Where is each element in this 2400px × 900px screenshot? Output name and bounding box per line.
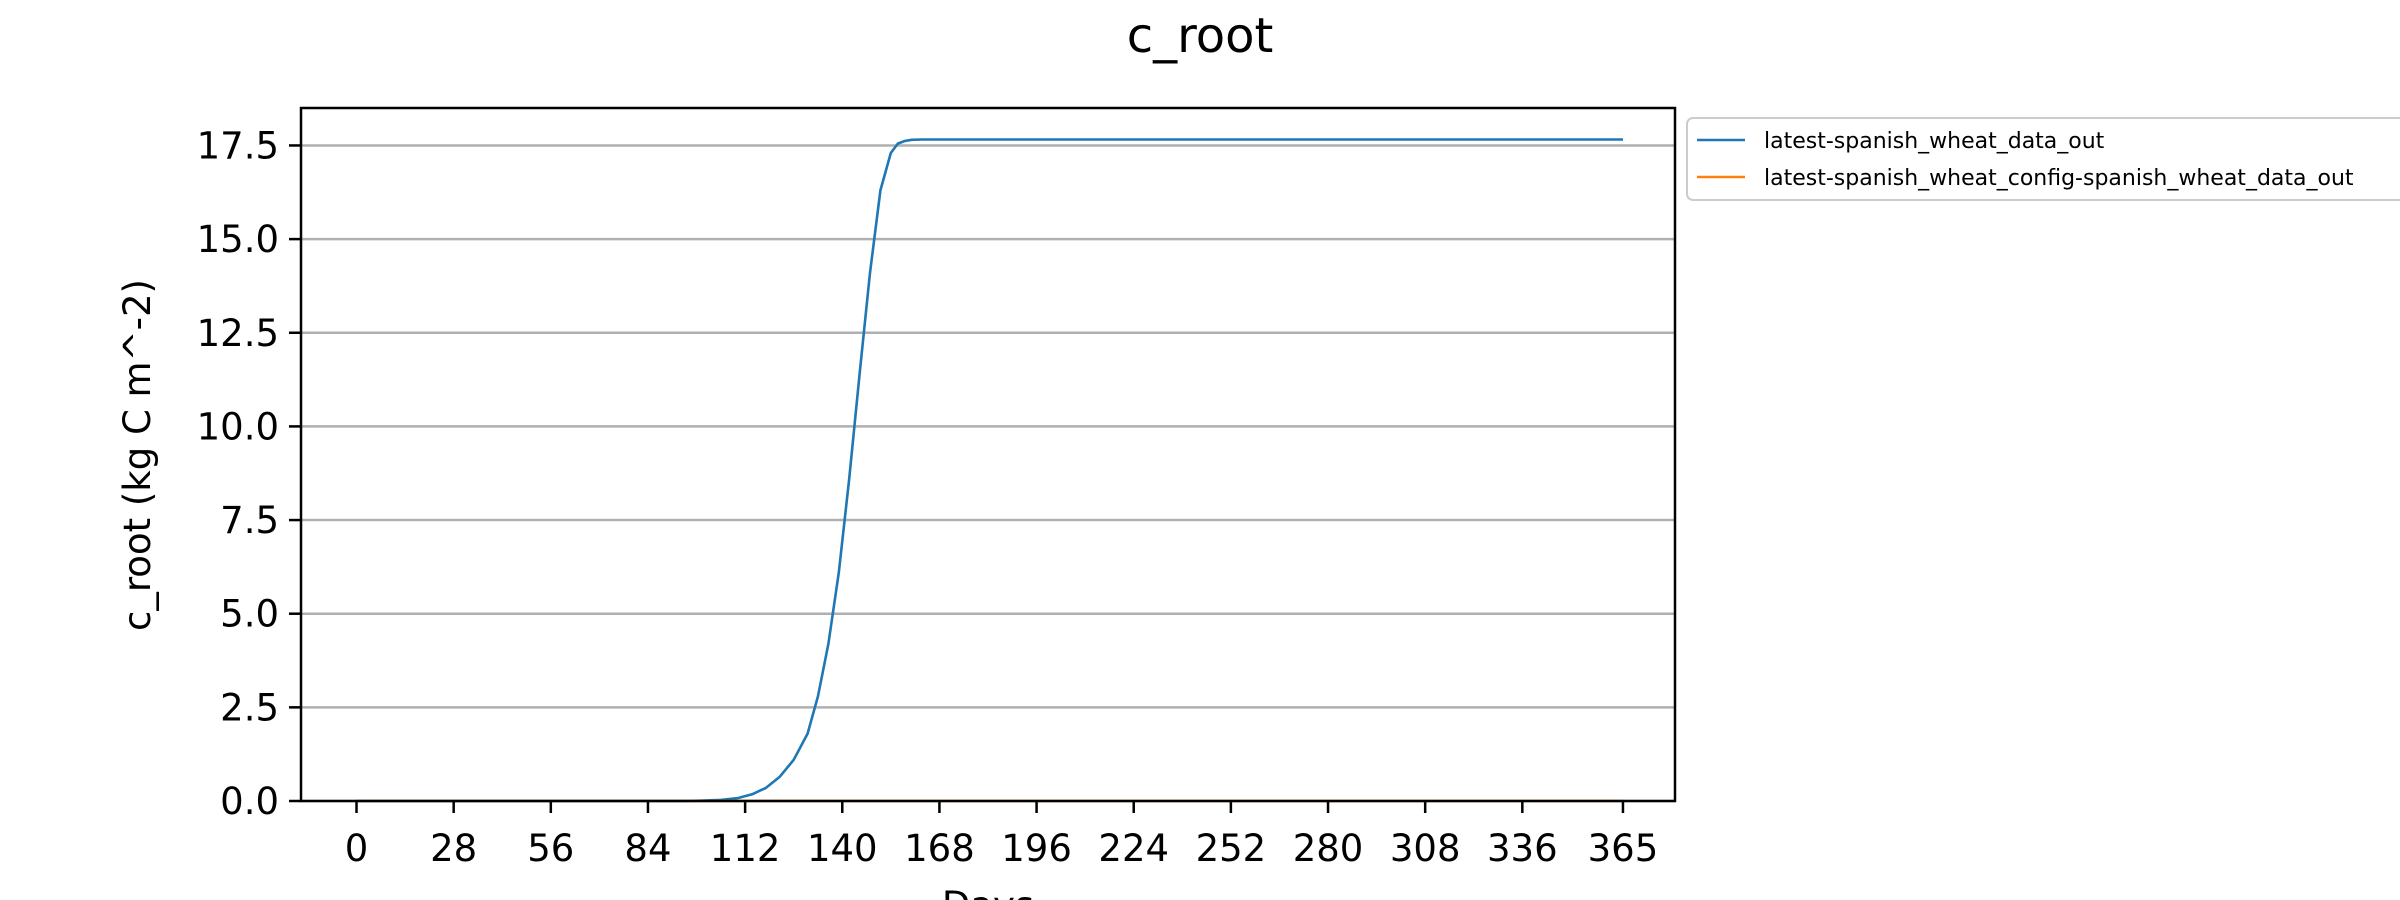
y-tick-label: 17.5 [197,124,279,167]
x-tick-label: 336 [1487,827,1558,870]
x-tick-label: 0 [345,827,369,870]
x-tick-label: 56 [527,827,574,870]
x-tick-label: 112 [710,827,781,870]
x-tick-label: 224 [1098,827,1169,870]
y-tick-label: 5.0 [220,593,279,636]
x-tick-label: 252 [1196,827,1267,870]
x-tick-label: 196 [1001,827,1072,870]
series-line-1 [356,138,1623,803]
x-tick-label: 28 [430,827,477,870]
legend-entry-label: latest-spanish_wheat_config-spanish_whea… [1764,166,2354,191]
x-axis-label: Days [942,884,1034,900]
x-tick-label: 365 [1588,827,1659,870]
y-tick-label: 12.5 [197,312,279,355]
x-tick-label: 168 [904,827,975,870]
legend-box [1686,117,2400,201]
y-gridlines [301,144,1675,803]
y-tick-label: 2.5 [220,686,279,729]
chart-title: c_root [1127,8,1274,64]
legend: latest-spanish_wheat_data_out latest-span… [1686,117,2400,201]
y-axis-label: c_root (kg C m^-2) [116,279,159,631]
x-tick-label: 308 [1390,827,1461,870]
y-axis-ticks: 0.0 2.5 5.0 7.5 10.0 12.5 15.0 17.5 [197,124,301,823]
legend-entry-label: latest-spanish_wheat_data_out [1764,129,2105,154]
x-tick-label: 140 [807,827,878,870]
y-tick-label: 7.5 [220,499,279,542]
x-axis-ticks: 0 28 56 84 112 140 168 196 224 252 280 308 336 365 [345,801,1659,870]
y-tick-label: 10.0 [197,405,279,448]
x-tick-label: 280 [1293,827,1364,870]
x-tick-label: 84 [624,827,671,870]
y-tick-label: 15.0 [197,218,279,261]
y-tick-label: 0.0 [220,780,279,823]
plot-frame [299,106,1677,803]
